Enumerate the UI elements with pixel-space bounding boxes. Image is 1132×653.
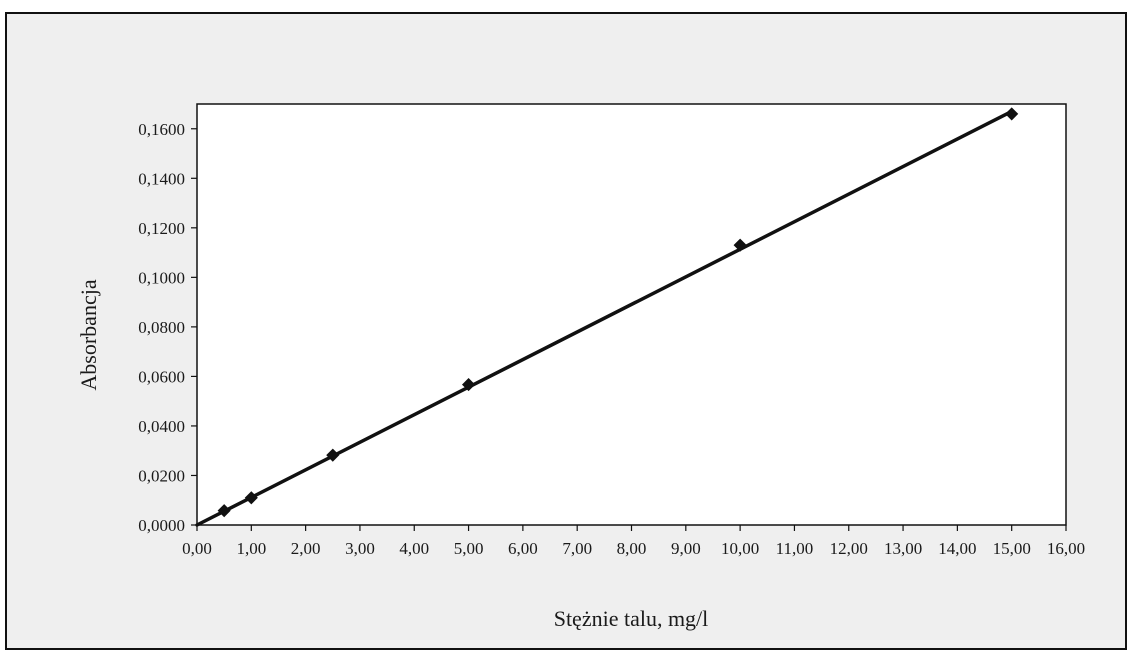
y-tick-label: 0,1600 (138, 120, 185, 139)
y-tick-label: 0,1000 (138, 268, 185, 287)
x-tick-label: 15,00 (993, 539, 1031, 558)
y-tick-label: 0,0800 (138, 318, 185, 337)
x-tick-label: 16,00 (1047, 539, 1085, 558)
plot-area (197, 104, 1066, 525)
x-tick-label: 6,00 (508, 539, 538, 558)
x-tick-label: 10,00 (721, 539, 759, 558)
x-tick-label: 11,00 (776, 539, 814, 558)
x-tick-label: 0,00 (182, 539, 212, 558)
x-tick-label: 2,00 (291, 539, 321, 558)
y-tick-label: 0,1200 (138, 219, 185, 238)
x-tick-label: 12,00 (830, 539, 868, 558)
y-axis-title: Absorbancja (76, 279, 101, 390)
y-tick-label: 0,1400 (138, 169, 185, 188)
y-tick-label: 0,0400 (138, 417, 185, 436)
x-tick-label: 5,00 (454, 539, 484, 558)
x-tick-label: 7,00 (562, 539, 592, 558)
x-tick-label: 8,00 (617, 539, 647, 558)
y-tick-label: 0,0600 (138, 367, 185, 386)
x-axis-title: Stężnie talu, mg/l (554, 606, 709, 631)
y-tick-label: 0,0000 (138, 516, 185, 535)
x-tick-label: 14,00 (938, 539, 976, 558)
x-tick-label: 4,00 (399, 539, 429, 558)
x-tick-label: 1,00 (236, 539, 266, 558)
x-tick-label: 9,00 (671, 539, 701, 558)
y-tick-label: 0,0200 (138, 466, 185, 485)
x-tick-label: 3,00 (345, 539, 375, 558)
x-tick-label: 13,00 (884, 539, 922, 558)
